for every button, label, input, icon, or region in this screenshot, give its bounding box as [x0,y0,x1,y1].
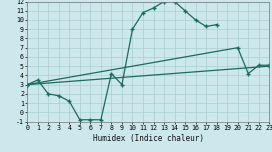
X-axis label: Humidex (Indice chaleur): Humidex (Indice chaleur) [93,134,204,143]
